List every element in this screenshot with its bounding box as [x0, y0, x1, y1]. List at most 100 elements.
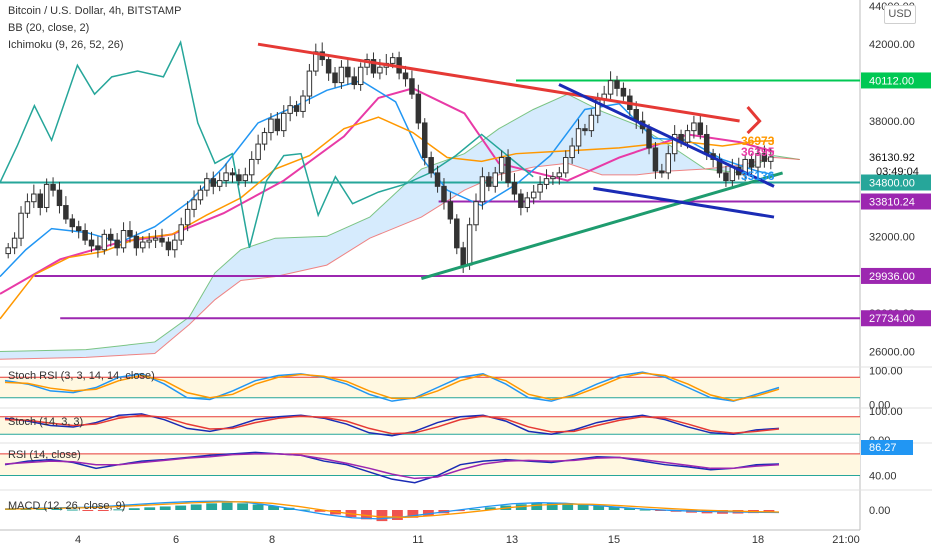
- candle-body: [620, 87, 627, 97]
- candle: [447, 192, 454, 224]
- candle: [146, 233, 152, 249]
- oscillator-series: [4, 414, 780, 435]
- price-label-text: 29936.00: [869, 271, 915, 283]
- candle-body: [268, 118, 274, 134]
- candle-body: [306, 70, 313, 97]
- macd-histogram-bar: [639, 509, 651, 511]
- macd-histogram-bar: [593, 505, 605, 510]
- candle-body: [24, 201, 31, 214]
- candle: [114, 233, 120, 256]
- candle: [50, 177, 56, 197]
- trendline-wedge-upper: [558, 83, 775, 188]
- overlay-conversion-line: [0, 79, 775, 278]
- candle: [588, 109, 595, 137]
- candle-body: [18, 212, 24, 239]
- candle: [88, 231, 95, 253]
- candle-body: [216, 180, 223, 187]
- candle: [248, 151, 255, 183]
- candle: [537, 176, 543, 200]
- candle: [479, 167, 486, 210]
- macd-histogram-bar: [51, 508, 63, 510]
- candle: [43, 178, 50, 213]
- rsi-value-label: 86.27: [869, 442, 897, 454]
- macd-label[interactable]: MACD (12, 26, close, 9): [8, 500, 126, 512]
- candle: [671, 125, 678, 162]
- macd-histogram-bar: [252, 504, 264, 510]
- oscillator-series: [4, 451, 780, 484]
- candle: [325, 54, 332, 81]
- candle: [332, 67, 338, 88]
- candle-body: [300, 95, 306, 112]
- candle: [63, 196, 69, 224]
- macd-axis-tick: 0.00: [869, 505, 890, 517]
- candle-body: [107, 233, 114, 241]
- candle-body: [172, 239, 178, 251]
- candle: [486, 171, 492, 192]
- candle: [370, 52, 377, 78]
- candle-body: [210, 178, 217, 187]
- candle-body: [178, 224, 184, 241]
- candle: [338, 60, 345, 89]
- candle: [165, 237, 172, 257]
- macd-histogram-bar: [422, 510, 434, 516]
- candle-body: [197, 189, 204, 201]
- candle-body: [31, 193, 37, 203]
- currency-button[interactable]: USD: [884, 5, 916, 24]
- macd-histogram-bar: [577, 504, 589, 510]
- candle-body: [723, 172, 729, 182]
- macd-histogram-bar: [484, 507, 496, 510]
- candle: [620, 82, 627, 101]
- ichimoku-span-a: [0, 93, 800, 353]
- candle: [223, 163, 229, 187]
- stoch-rsi-label[interactable]: Stoch RSI (3, 3, 14, 14, close): [8, 370, 155, 382]
- time-axis-tick: 4: [75, 534, 81, 546]
- candle: [518, 189, 524, 216]
- rsi-label[interactable]: RSI (14, close): [8, 449, 81, 461]
- indicator-bb-label[interactable]: BB (20, close, 2): [8, 22, 90, 34]
- indicator-ichimoku-label[interactable]: Ichimoku (9, 26, 52, 26): [8, 39, 124, 51]
- candle: [351, 67, 357, 90]
- overlay-base-line: [0, 116, 775, 320]
- candle-body: [768, 156, 774, 162]
- macd-histogram-bar: [66, 509, 78, 511]
- candle-body: [287, 105, 293, 114]
- candle-body: [229, 172, 236, 176]
- candle-body: [588, 114, 595, 132]
- candle: [37, 189, 43, 216]
- candle-body: [357, 66, 364, 86]
- candle-body: [460, 247, 466, 266]
- candle: [364, 53, 370, 76]
- candle: [659, 163, 665, 178]
- candle-body: [498, 157, 505, 174]
- candle-body: [95, 245, 101, 251]
- stoch-label[interactable]: Stoch (14, 3, 3): [8, 416, 84, 428]
- oscillator-band: [0, 453, 860, 476]
- rsi-value-box: [861, 440, 913, 455]
- candle: [82, 223, 88, 245]
- candle-body: [646, 128, 652, 149]
- candle: [95, 236, 101, 258]
- candle: [601, 85, 607, 105]
- candle-body: [428, 157, 434, 174]
- macd-histogram-bar: [113, 509, 125, 511]
- candle-body: [255, 143, 261, 160]
- candle: [216, 172, 223, 192]
- candle: [204, 172, 210, 197]
- time-axis-tick: 8: [269, 534, 275, 546]
- candle: [255, 134, 261, 165]
- macd-histogram-bar: [546, 502, 558, 510]
- resistance-arrow-icon: [746, 106, 762, 135]
- trendline-wedge-lower: [593, 186, 775, 219]
- overlay-value-label: 36395: [741, 145, 775, 159]
- candle: [127, 221, 133, 243]
- candle-body: [486, 176, 492, 187]
- candle: [505, 149, 511, 188]
- candle: [428, 151, 434, 178]
- candle-body: [165, 241, 172, 251]
- candle: [178, 217, 184, 245]
- candle: [768, 147, 774, 170]
- macd-histogram-bar: [299, 509, 310, 511]
- candle: [345, 58, 351, 85]
